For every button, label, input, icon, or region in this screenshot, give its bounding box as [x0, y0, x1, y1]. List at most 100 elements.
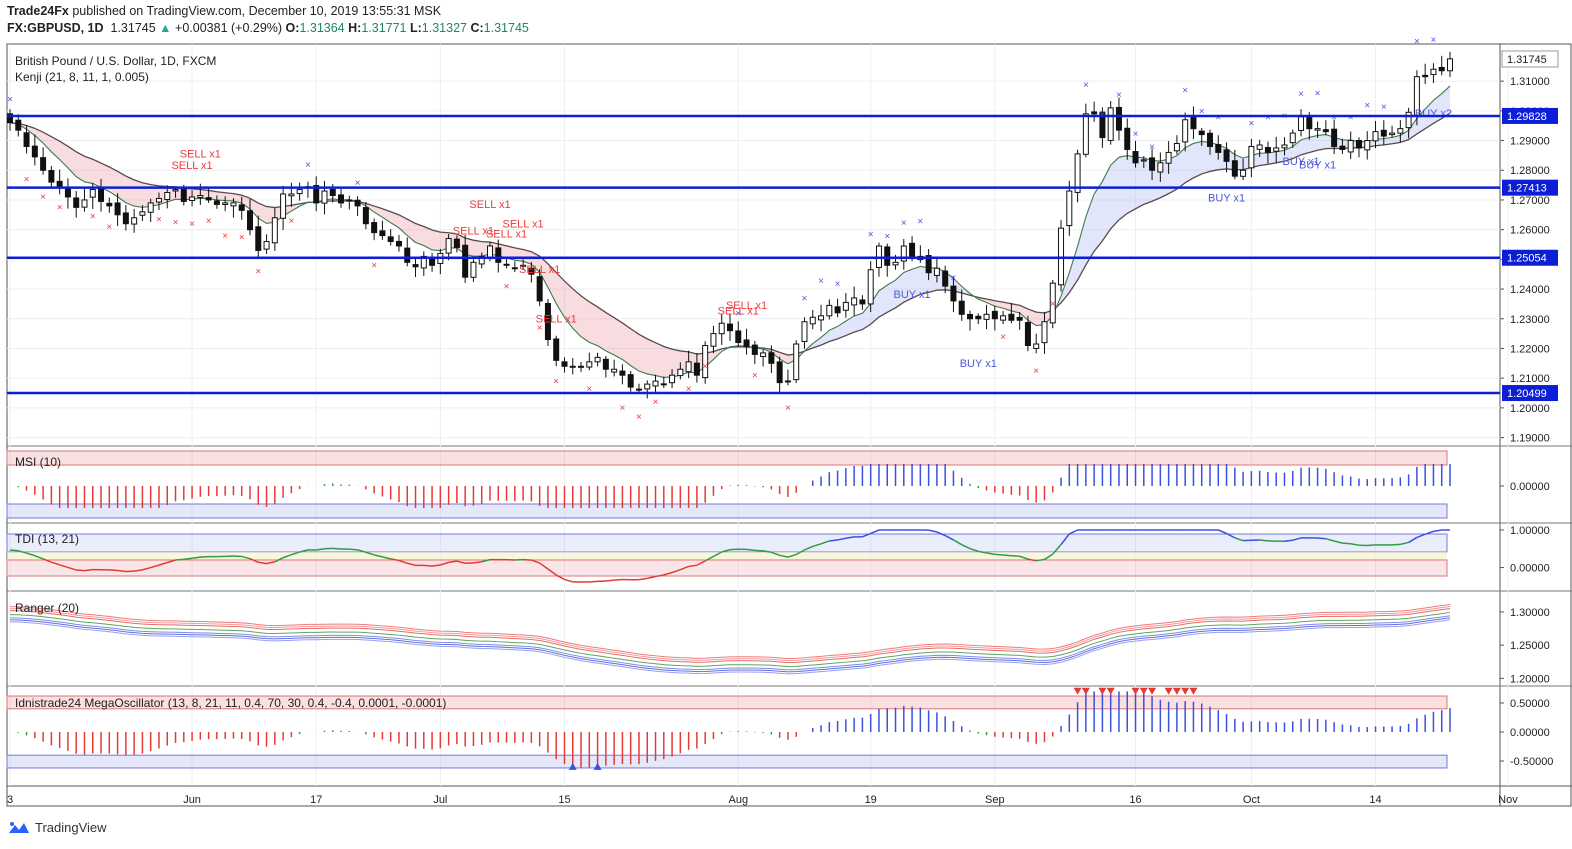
publisher-name[interactable]: Trade24Fx	[7, 4, 69, 18]
high-value: 1.31771	[361, 21, 407, 35]
y-tick-label: 1.27000	[1510, 195, 1550, 207]
tdi-line-segment	[1019, 555, 1029, 560]
tdi-line-segment	[994, 553, 1004, 556]
candle-down	[404, 247, 411, 263]
bear-cloud	[605, 312, 615, 355]
buy-marker: ×	[1199, 107, 1205, 118]
tdi-line-segment	[390, 558, 400, 562]
candle-down	[338, 194, 345, 204]
bull-cloud	[887, 280, 896, 313]
tdi-line-segment	[837, 537, 847, 541]
level-price-label: 1.27413	[1507, 183, 1547, 195]
candle-up	[164, 192, 171, 201]
tdi-line-segment	[1317, 537, 1326, 540]
tdi-line-segment	[67, 566, 77, 571]
candle-down	[371, 222, 378, 234]
candle-down	[768, 352, 775, 364]
tdi-line-segment	[249, 557, 259, 563]
candle-down	[975, 315, 982, 320]
bear-cloud	[43, 132, 52, 152]
candle-down	[354, 199, 361, 207]
bull-cloud	[862, 303, 871, 330]
candle-up	[569, 365, 576, 368]
bear-cloud	[597, 306, 606, 351]
candle-down	[544, 302, 551, 341]
buy-marker: ×	[1265, 112, 1271, 123]
bull-cloud	[1077, 216, 1086, 281]
close-label: C:	[470, 21, 484, 35]
bull-cloud	[870, 290, 879, 325]
mega-title: Idnistrade24 MegaOscillator (13, 8, 21, …	[15, 696, 446, 710]
candle-down	[40, 157, 47, 171]
candle-down	[776, 361, 783, 384]
bull-cloud	[1441, 85, 1450, 119]
tdi-line-segment	[382, 556, 391, 560]
candle-up	[1289, 132, 1296, 144]
tdi-line-segment	[771, 551, 780, 556]
tdi-line-segment	[944, 534, 954, 541]
candle-down	[1438, 66, 1445, 72]
open-label: O:	[285, 21, 300, 35]
tdi-line-segment	[266, 561, 275, 565]
bull-cloud	[1185, 143, 1194, 183]
candle-down	[247, 210, 253, 231]
tdi-line-segment	[109, 569, 118, 572]
msi-lower-zone	[6, 503, 1448, 519]
level-price-tag	[1502, 249, 1558, 266]
candle-up	[594, 356, 601, 363]
buy-marker: ×	[1133, 129, 1139, 140]
buy-marker: ×	[1149, 142, 1155, 153]
sell-marker: ×	[288, 216, 294, 227]
sell-signal-label: SELL x1	[718, 306, 759, 318]
last-price: 1.31745	[110, 21, 156, 35]
bull-cloud	[1259, 153, 1268, 166]
bear-cloud	[589, 301, 598, 346]
sell-marker: ×	[24, 174, 30, 185]
candle-up	[669, 374, 676, 384]
bull-cloud	[920, 266, 929, 295]
candle-up	[520, 264, 527, 267]
pane-tick-label: 1.25000	[1510, 640, 1550, 652]
tdi-line-segment	[481, 558, 491, 563]
tdi-line-segment	[456, 560, 466, 564]
tdi-line-segment	[1333, 540, 1343, 544]
tdi-line-segment	[704, 555, 714, 562]
candle-down	[114, 202, 121, 216]
sell-signal-label: SELL x1	[171, 160, 212, 172]
level-price-tag	[1502, 107, 1558, 124]
tdi-line-segment	[655, 574, 664, 578]
tdi-line-segment	[845, 536, 855, 540]
tdi-line-segment	[1416, 533, 1426, 539]
mega-sell-triangle	[1172, 687, 1181, 695]
ranger-band-line	[9, 603, 1451, 660]
bear-cloud	[233, 193, 242, 204]
sell-signal-label: SELL x1	[486, 228, 527, 240]
buy-marker: ×	[735, 309, 741, 320]
candle-down	[238, 204, 245, 211]
candle-up	[139, 211, 146, 216]
sell-marker: ×	[1000, 332, 1006, 343]
y-tick-label: 1.19000	[1510, 433, 1550, 445]
sell-marker: ×	[1033, 366, 1039, 377]
tdi-line-segment	[299, 549, 309, 553]
bear-cloud	[432, 230, 441, 251]
tdi-line-segment	[1424, 530, 1434, 535]
candle-up	[702, 344, 709, 379]
pane-tick-label: 0.50000	[1510, 698, 1550, 710]
candle-down	[1132, 151, 1139, 164]
bull-cloud	[1301, 137, 1310, 155]
candle-down	[991, 310, 998, 320]
bull-cloud	[1267, 151, 1277, 165]
tdi-line-segment	[1400, 541, 1409, 546]
candle-up	[801, 321, 808, 342]
buy-marker: ×	[835, 279, 841, 290]
y-tick-label: 1.28000	[1510, 165, 1550, 177]
bear-cloud	[92, 159, 102, 188]
tradingview-brand[interactable]: TradingView	[8, 820, 107, 835]
candle-up	[867, 269, 874, 305]
candle-down	[313, 185, 320, 204]
candle-down	[213, 200, 220, 205]
tdi-line-segment	[1350, 543, 1360, 546]
buy-marker: ×	[1315, 89, 1321, 100]
